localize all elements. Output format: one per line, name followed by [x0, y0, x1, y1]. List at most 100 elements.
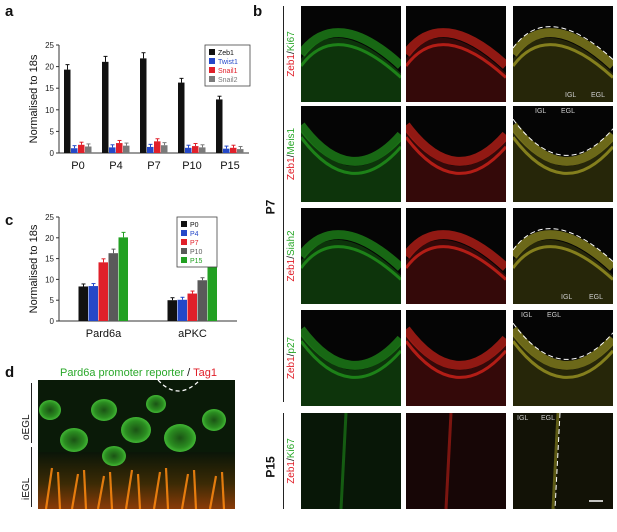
cell-layer-inner: [406, 43, 506, 79]
row-label-red: Zeb1: [286, 54, 297, 77]
y-tick-label: 0: [50, 149, 55, 158]
cell-layer-inner: [301, 136, 401, 175]
legend-swatch: [209, 76, 215, 82]
bar: [102, 61, 109, 153]
row-label: Zeb1/Siah2: [286, 208, 300, 304]
tissue-region: [513, 37, 613, 102]
bar: [185, 147, 192, 153]
tissue-region: [513, 239, 613, 304]
cell-layer-inner: [513, 245, 613, 281]
bar: [71, 148, 78, 153]
legend-swatch: [181, 230, 187, 236]
cell-layer: [406, 122, 506, 166]
panel-d-micrograph: [38, 380, 235, 509]
y-tick-label: 15: [45, 255, 54, 264]
cell-layer: [406, 230, 506, 271]
row-label-red: Zeb1: [286, 157, 297, 181]
legend: P0 P4 P7 P10 P15: [176, 216, 218, 268]
bar: [192, 146, 199, 153]
bar: [109, 147, 116, 153]
micrograph-image: [513, 26, 613, 102]
legend-label: P4: [190, 231, 199, 238]
egl-label: EGL: [591, 92, 606, 99]
micrograph-tile: [406, 310, 506, 406]
micrograph-image: [301, 28, 401, 102]
tissue-region: [301, 334, 401, 406]
legend-label: P15: [190, 258, 203, 265]
egl-boundary: [513, 228, 613, 262]
group-bracket-p15: [283, 413, 284, 509]
x-tick-label: P4: [109, 160, 122, 172]
tissue-region: [301, 239, 401, 304]
tissue-region: [406, 130, 506, 202]
bar: [88, 286, 98, 321]
row-label: Zeb1/Meis1: [286, 106, 300, 202]
tissue-region: [406, 37, 506, 102]
egl-boundary: [513, 118, 613, 156]
legend-label: Twist1: [218, 59, 238, 66]
cell-layer-inner: [301, 245, 401, 281]
row-label-red: Zeb1: [286, 258, 297, 282]
y-tick-label: 10: [45, 275, 54, 284]
cell-layer: [513, 230, 613, 271]
y-axis-label: Normalised to 18s: [28, 224, 40, 313]
micrograph-image: [406, 230, 506, 304]
y-axis-label: Normalised to 18s: [28, 54, 40, 143]
row-label-slash: /: [286, 51, 297, 54]
legend-swatch: [209, 49, 215, 55]
legend-swatch: [181, 221, 187, 227]
tissue-region: [301, 413, 401, 509]
row-label-green: Ki67: [286, 31, 297, 52]
bar: [78, 286, 88, 321]
tissue-region: [406, 413, 506, 509]
panel-label-a: a: [5, 3, 14, 20]
igl-label: IGL: [517, 415, 529, 422]
group-bracket-p7: [283, 6, 284, 402]
micrograph-tile: [301, 310, 401, 406]
x-tick-label: Pard6a: [86, 328, 122, 340]
row-label-green: Meis1: [286, 127, 297, 155]
bar: [116, 143, 123, 153]
egl-label: EGL: [547, 312, 562, 319]
title-separator: /: [184, 367, 194, 379]
legend-label: Zeb1: [218, 50, 234, 57]
cell-layer-inner: [406, 340, 506, 379]
bar: [98, 262, 108, 321]
row-label-slash: /: [286, 458, 297, 461]
bar: [223, 148, 230, 153]
micrograph-tile: IGL EGL: [513, 413, 613, 509]
bar: [147, 146, 154, 153]
igl-label: IGL: [535, 108, 547, 115]
cell-layer: [301, 28, 401, 69]
micrograph-image: [406, 122, 506, 202]
chart-a: 0 5 10 15 20 25 Normalised to 18s P0 P4 P7 P10 P15 Z…: [28, 41, 251, 172]
cell-layer: [444, 413, 453, 509]
bar: [140, 58, 147, 153]
cell-layer-inner: [513, 340, 613, 379]
legend-label: P10: [190, 249, 203, 256]
bar: [230, 147, 237, 153]
tag1-label: Tag1: [193, 367, 217, 379]
igl-label: IGL: [521, 312, 533, 319]
bar: [177, 299, 187, 321]
tissue-region: [406, 239, 506, 304]
bar: [118, 237, 128, 321]
row-label-slash: /: [286, 256, 297, 259]
y-tick-label: 10: [45, 106, 54, 115]
row-label-red: Zeb1: [286, 461, 297, 484]
legend: Zeb1 Twist1 Snail1 Snail2: [204, 44, 251, 87]
micrograph-image: [301, 230, 401, 304]
bar: [187, 293, 197, 321]
iegl-bracket: [31, 447, 32, 507]
panel-label-b: b: [253, 3, 263, 20]
micrograph-tile: IGL EGL: [513, 6, 613, 102]
tissue-region: [513, 413, 613, 509]
legend-label: P0: [190, 222, 199, 229]
cell-layer: [301, 326, 401, 370]
x-tick-label: P7: [147, 160, 160, 172]
micrograph-tile: [301, 6, 401, 102]
row-label: Zeb1/Ki67: [286, 413, 300, 509]
micrograph-image: [513, 118, 613, 202]
legend-swatch: [209, 58, 215, 64]
